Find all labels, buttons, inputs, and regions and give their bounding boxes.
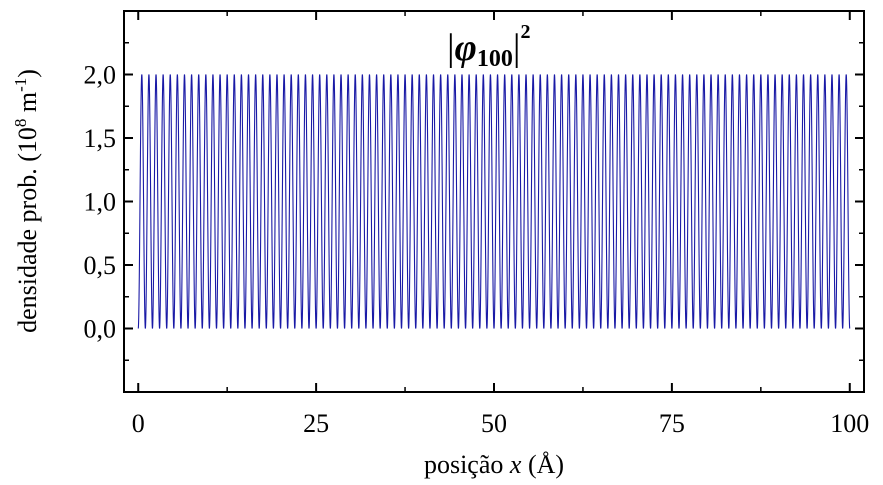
y-tick-label: 1,5 bbox=[84, 124, 117, 153]
x-tick-label: 50 bbox=[481, 409, 507, 438]
plot-title: |φ100|2 bbox=[447, 21, 530, 72]
x-tick-label: 100 bbox=[830, 409, 869, 438]
y-tick-label: 0,5 bbox=[84, 251, 117, 280]
plot-area bbox=[137, 74, 851, 329]
x-tick-label: 75 bbox=[659, 409, 685, 438]
y-tick-label: 2,0 bbox=[84, 61, 117, 90]
y-tick-label: 0,0 bbox=[84, 315, 117, 344]
y-axis-title: densidade prob. (108 m-1) bbox=[11, 69, 42, 333]
x-tick-label: 25 bbox=[303, 409, 329, 438]
y-tick-label: 1,0 bbox=[84, 188, 117, 217]
x-tick-label: 0 bbox=[132, 409, 145, 438]
y-axis: 0,0 0,5 1,0 1,5 2,0 bbox=[84, 42, 864, 361]
x-axis-title: posição x (Å) bbox=[424, 450, 564, 479]
x-axis: 0 25 50 75 100 bbox=[132, 11, 869, 438]
series-line-phi100-squared bbox=[137, 74, 851, 329]
